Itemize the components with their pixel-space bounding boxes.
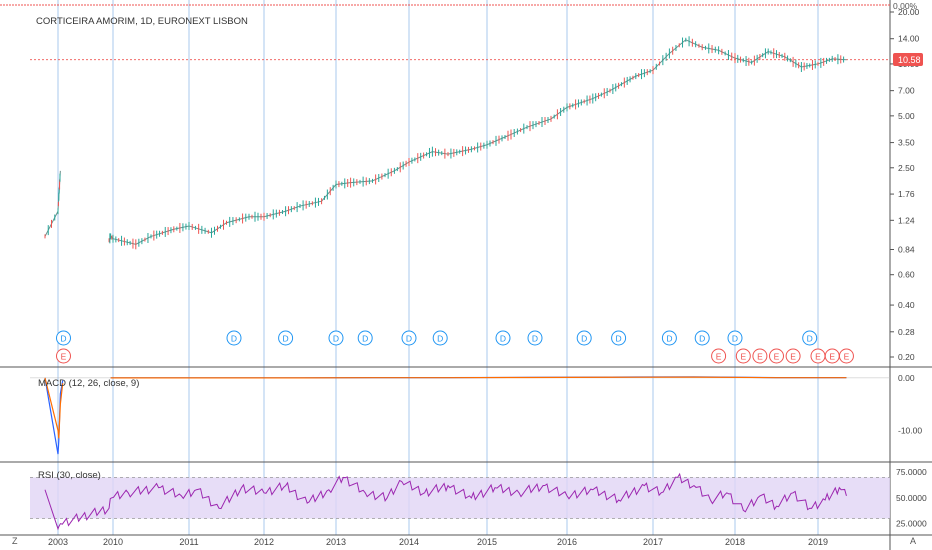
- earnings-marker-label: E: [740, 352, 746, 362]
- dividend-marker[interactable]: [727, 330, 743, 346]
- dividend-marker[interactable]: [661, 330, 677, 346]
- last-price-badge: [893, 53, 923, 66]
- earnings-marker-label: E: [774, 352, 780, 362]
- rsi-label: RSI (30, close): [38, 470, 101, 481]
- x-tick-label: 2010: [103, 537, 123, 547]
- price-tick-label: 3.50: [898, 138, 915, 148]
- dividend-marker[interactable]: [802, 330, 818, 346]
- earnings-marker[interactable]: [711, 348, 727, 364]
- rsi-tick-label: 25.0000: [896, 519, 927, 529]
- earnings-marker[interactable]: [838, 348, 854, 364]
- dividend-marker[interactable]: [56, 330, 71, 346]
- dividend-marker[interactable]: [357, 330, 373, 346]
- dividend-marker[interactable]: [576, 330, 592, 346]
- rsi-panel[interactable]: [30, 472, 890, 531]
- price-tick-label: 0.40: [898, 300, 915, 310]
- dividend-marker-label: D: [532, 334, 538, 344]
- macd-panel[interactable]: [30, 376, 890, 455]
- corner-right-label[interactable]: A: [910, 536, 916, 546]
- price-panel[interactable]: [30, 36, 890, 250]
- dividend-marker-label: D: [807, 334, 813, 344]
- earnings-marker-label: E: [716, 352, 722, 362]
- dividend-marker-label: D: [437, 334, 443, 344]
- axes: 0.20 0.28 0.40 0.60 0.84 1.24 1.76 2.50 3.50 5.00…: [48, 7, 927, 547]
- macd-label: MACD (12, 26, close, 9): [38, 378, 139, 389]
- earnings-marker[interactable]: [752, 348, 768, 364]
- corner-left-label[interactable]: Z: [12, 536, 18, 546]
- dividend-marker[interactable]: [611, 330, 627, 346]
- price-tick-label: 0.60: [898, 270, 915, 280]
- dividend-marker[interactable]: [694, 330, 710, 346]
- x-tick-label: 2019: [808, 537, 828, 547]
- dividend-marker-label: D: [333, 334, 339, 344]
- rsi-line: [44, 472, 847, 531]
- earnings-marker[interactable]: [735, 348, 751, 364]
- price-line: [108, 39, 847, 245]
- price-tick-label: 20.00: [898, 7, 920, 17]
- x-tick-label: 2016: [557, 537, 577, 547]
- macd-tick-label: 0.00: [898, 373, 915, 383]
- macd-tick-label: -10.00: [898, 425, 922, 435]
- earnings-marker-label: E: [844, 352, 850, 362]
- dividend-marker[interactable]: [278, 330, 294, 346]
- dividend-marker[interactable]: [495, 330, 511, 346]
- dividend-marker-label: D: [60, 334, 66, 344]
- dividend-marker-label: D: [283, 334, 289, 344]
- x-tick-label: 2017: [643, 537, 663, 547]
- dividend-marker-label: D: [732, 334, 738, 344]
- x-tick-label: 2011: [179, 537, 198, 547]
- price-tick-label: 0.20: [898, 352, 915, 362]
- price-tick-label: 0.84: [898, 244, 915, 254]
- macd-signal-line: [110, 376, 847, 379]
- earnings-marker-label: E: [815, 352, 821, 362]
- dividend-marker-label: D: [581, 334, 587, 344]
- dividend-marker-label: D: [616, 334, 622, 344]
- x-tick-label: 2013: [326, 537, 346, 547]
- earnings-marker[interactable]: [785, 348, 801, 364]
- price-tick-label: 0.28: [898, 327, 915, 337]
- price-tick-label: 1.76: [898, 189, 915, 199]
- price-tick-label: 14.00: [898, 34, 920, 44]
- chart-title: CORTICEIRA AMORIM, 1D, EURONEXT LISBON: [36, 16, 248, 27]
- x-tick-label: 2018: [725, 537, 745, 547]
- dividend-marker[interactable]: [226, 330, 242, 346]
- price-tick-label: 5.00: [898, 111, 915, 121]
- dividend-marker[interactable]: [432, 330, 448, 346]
- macd-signal-line: [44, 377, 64, 439]
- rsi-band: [30, 477, 890, 519]
- earnings-marker[interactable]: [769, 348, 784, 364]
- top-percent-label: 0.00%: [893, 1, 918, 11]
- dividend-marker-label: D: [231, 334, 237, 344]
- macd-line: [44, 377, 64, 455]
- earnings-marker-label: E: [757, 352, 763, 362]
- dividend-marker[interactable]: [527, 330, 543, 346]
- dividend-marker-label: D: [362, 334, 368, 344]
- earnings-marker-label: E: [61, 352, 67, 362]
- dividend-marker-label: D: [406, 334, 412, 344]
- rsi-tick-label: 75.0000: [896, 467, 927, 477]
- dividend-marker[interactable]: [401, 330, 417, 346]
- earnings-marker[interactable]: [56, 348, 71, 364]
- x-tick-label: 2014: [399, 537, 419, 547]
- event-markers: D D D D D D D D D D D D D D DE E E E E E E E E: [56, 330, 854, 364]
- earnings-marker-label: E: [790, 352, 796, 362]
- x-tick-label: 2012: [254, 537, 274, 547]
- price-tick-label: 1.24: [898, 215, 915, 225]
- dividend-marker-label: D: [699, 334, 705, 344]
- x-tick-label: 2015: [477, 537, 497, 547]
- rsi-tick-label: 50.0000: [896, 493, 927, 503]
- dividend-marker-label: D: [500, 334, 506, 344]
- dividend-marker[interactable]: [328, 330, 344, 346]
- price-tick-label: 7.00: [898, 86, 915, 96]
- price-tick-label: 2.50: [898, 163, 915, 173]
- last-price-value: 10.58: [898, 55, 921, 65]
- dividend-marker-label: D: [666, 334, 672, 344]
- earnings-marker-label: E: [829, 352, 835, 362]
- x-tick-label: 2003: [48, 537, 68, 547]
